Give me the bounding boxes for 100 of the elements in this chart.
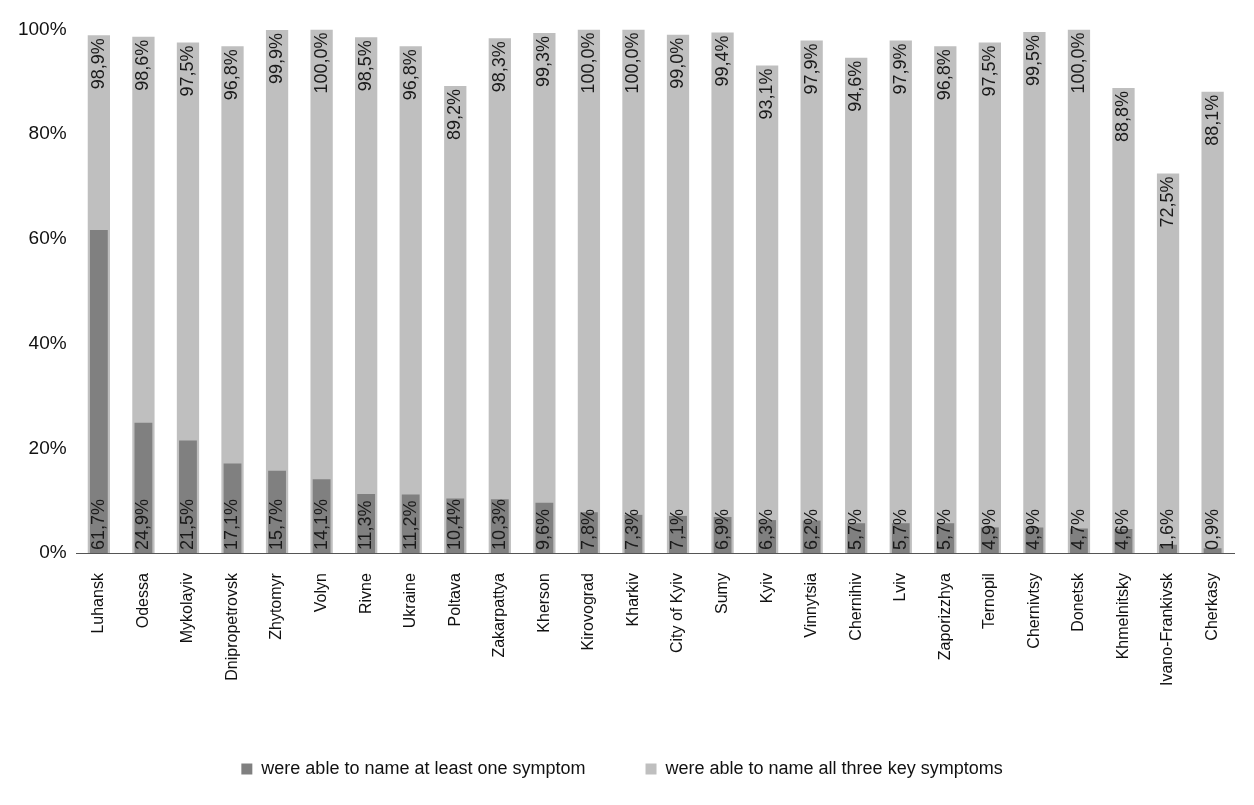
data-label: 14,1% bbox=[310, 499, 331, 551]
bar bbox=[1067, 29, 1091, 554]
x-tick-label: Dnipropetrovsk bbox=[222, 572, 240, 681]
data-label: 96,8% bbox=[399, 49, 420, 101]
x-tick-label: Kyiv bbox=[757, 573, 775, 604]
data-label: 24,9% bbox=[132, 499, 153, 551]
bar bbox=[755, 65, 779, 554]
bar bbox=[978, 42, 1001, 554]
x-tick-label: Mykolayiv bbox=[178, 573, 196, 644]
data-label: 17,1% bbox=[221, 499, 242, 551]
data-label: 10,4% bbox=[444, 499, 465, 551]
x-tick-label: Rivne bbox=[356, 572, 374, 614]
x-tick-label: Chernihiv bbox=[846, 573, 864, 641]
data-label: 99,4% bbox=[711, 35, 732, 87]
bar bbox=[1201, 91, 1224, 554]
data-label: 98,3% bbox=[488, 41, 509, 93]
y-tick-label: 20% bbox=[28, 436, 67, 458]
data-label: 88,8% bbox=[1112, 91, 1133, 143]
data-label: 99,5% bbox=[1023, 35, 1044, 87]
data-label: 96,8% bbox=[934, 49, 955, 101]
x-tick-label: Kharkiv bbox=[623, 573, 641, 627]
data-label: 5,7% bbox=[845, 509, 866, 551]
data-label: 100,0% bbox=[577, 32, 598, 94]
x-tick-label: Poltava bbox=[445, 572, 463, 627]
x-tick-label: Vinnytsia bbox=[802, 572, 820, 638]
x-tick-label: Volyn bbox=[312, 573, 330, 613]
data-label: 11,2% bbox=[399, 500, 420, 551]
data-label: 98,6% bbox=[132, 39, 153, 91]
data-label: 7,3% bbox=[622, 509, 643, 551]
data-label: 10,3% bbox=[488, 499, 509, 551]
bar bbox=[399, 46, 422, 554]
data-label: 6,3% bbox=[756, 509, 777, 551]
data-label: 15,7% bbox=[266, 499, 287, 551]
y-tick-label: 0% bbox=[39, 541, 67, 563]
data-label: 0,9% bbox=[1201, 509, 1222, 551]
x-tick-label: Ivano-Frankivsk bbox=[1158, 572, 1176, 686]
x-tick-label: Ternopil bbox=[980, 573, 998, 630]
y-tick-label: 100% bbox=[17, 17, 67, 39]
bar bbox=[488, 38, 511, 554]
bar bbox=[666, 34, 690, 554]
bar bbox=[622, 29, 645, 554]
y-tick-label: 80% bbox=[28, 122, 67, 144]
data-label: 5,7% bbox=[934, 509, 955, 551]
data-label: 97,5% bbox=[176, 45, 197, 97]
x-tick-label: Kherson bbox=[534, 573, 552, 633]
bar bbox=[711, 32, 734, 554]
data-label: 99,0% bbox=[666, 37, 687, 89]
bar bbox=[889, 40, 912, 554]
data-label: 100,0% bbox=[310, 32, 331, 94]
x-tick-label: Khmelnitsky bbox=[1113, 573, 1131, 660]
bar bbox=[934, 46, 957, 554]
x-tick-label: Zakarpattya bbox=[490, 572, 508, 658]
legend-label: were able to name all three key symptoms bbox=[664, 757, 1003, 778]
bar bbox=[1156, 173, 1180, 554]
bar bbox=[310, 29, 333, 554]
bar bbox=[800, 40, 823, 554]
x-tick-label: Donetsk bbox=[1069, 572, 1087, 632]
bar bbox=[355, 37, 378, 554]
data-label: 6,2% bbox=[800, 509, 821, 551]
bar bbox=[577, 29, 601, 554]
data-label: 99,3% bbox=[533, 36, 554, 88]
bar bbox=[845, 57, 868, 554]
x-tick-label: Kirovograd bbox=[579, 573, 597, 651]
data-label: 4,7% bbox=[1067, 509, 1088, 551]
data-label: 93,1% bbox=[756, 68, 777, 120]
data-label: 1,6% bbox=[1157, 509, 1178, 551]
data-label: 5,7% bbox=[889, 509, 910, 551]
data-label: 7,8% bbox=[577, 509, 598, 551]
data-label: 97,5% bbox=[978, 45, 999, 97]
data-label: 9,6% bbox=[533, 509, 554, 551]
data-label: 21,5% bbox=[176, 499, 197, 551]
data-label: 94,6% bbox=[845, 60, 866, 112]
x-tick-label: Chernivtsy bbox=[1024, 573, 1042, 649]
data-label: 89,2% bbox=[444, 88, 465, 140]
x-tick-label: City of Kyiv bbox=[668, 573, 686, 654]
data-label: 100,0% bbox=[1067, 32, 1088, 94]
data-label: 72,5% bbox=[1157, 176, 1178, 228]
data-label: 98,9% bbox=[87, 38, 108, 90]
y-tick-label: 60% bbox=[28, 227, 67, 249]
data-label: 4,6% bbox=[1112, 509, 1133, 551]
legend-label: were able to name at least one symptom bbox=[260, 757, 586, 778]
data-label: 7,1% bbox=[666, 509, 687, 551]
x-tick-label: Sumy bbox=[712, 573, 730, 614]
data-label: 4,9% bbox=[978, 509, 999, 551]
x-tick-label: Cherkasy bbox=[1203, 573, 1221, 641]
y-tick-label: 40% bbox=[28, 331, 67, 353]
data-label: 61,7% bbox=[87, 499, 108, 551]
bar bbox=[89, 229, 108, 554]
data-label: 98,5% bbox=[355, 40, 376, 92]
data-label: 97,9% bbox=[800, 43, 821, 95]
data-label: 88,1% bbox=[1201, 94, 1222, 146]
x-tick-label: Zhytomyr bbox=[267, 572, 285, 640]
data-label: 6,9% bbox=[711, 509, 732, 551]
x-tick-label: Zaporizzhya bbox=[935, 572, 953, 661]
bar bbox=[444, 85, 467, 554]
data-label: 96,8% bbox=[221, 49, 242, 101]
data-label: 97,9% bbox=[889, 43, 910, 95]
x-tick-label: Ukraine bbox=[401, 572, 419, 629]
x-tick-label: Lviv bbox=[891, 573, 909, 602]
data-label: 11,3% bbox=[355, 500, 376, 551]
